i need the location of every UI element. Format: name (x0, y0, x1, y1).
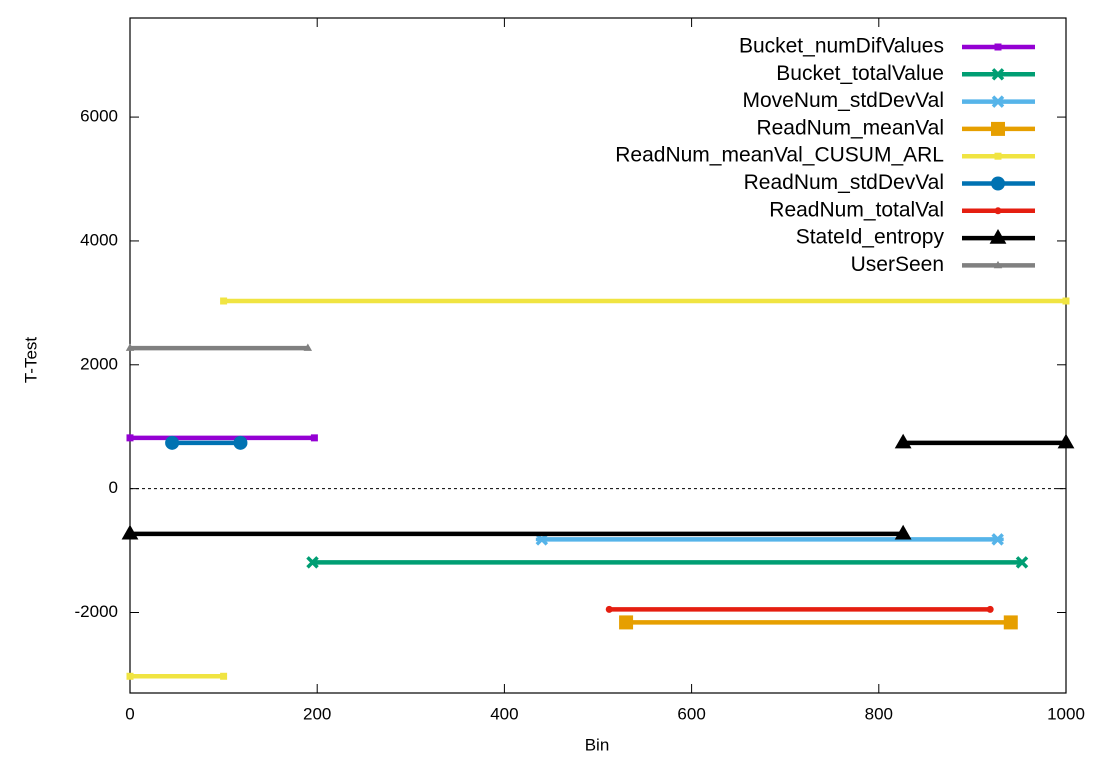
marker (1057, 433, 1075, 449)
marker (310, 434, 318, 442)
marker (991, 95, 1005, 108)
marker (619, 615, 634, 630)
legend-label: Bucket_totalValue (776, 62, 944, 85)
marker (126, 672, 134, 680)
legend: Bucket_numDifValues Bucket_totalValue Move… (615, 35, 1035, 276)
x-tick-label: 0 (125, 704, 134, 723)
marker (303, 343, 313, 351)
legend-label: ReadNum_totalVal (769, 198, 944, 221)
marker (994, 43, 1002, 51)
legend-label: UserSeen (851, 253, 944, 276)
plot-frame (129, 17, 1067, 694)
marker (994, 152, 1002, 160)
x-tick-label: 1000 (1047, 704, 1085, 723)
y-tick-label: -2000 (75, 602, 118, 621)
marker (165, 435, 180, 450)
x-tick-label: 600 (677, 704, 705, 723)
legend-label: ReadNum_stdDevVal (744, 171, 944, 194)
marker (991, 121, 1005, 136)
marker (233, 435, 248, 450)
marker (1062, 297, 1070, 305)
legend-label: StateId_entropy (796, 226, 945, 249)
marker (991, 176, 1005, 191)
marker (986, 605, 994, 613)
marker (1015, 556, 1029, 569)
marker (220, 672, 228, 680)
x-axis-label: Bin (585, 735, 610, 754)
y-tick-label: 2000 (80, 354, 118, 373)
series-line (130, 298, 1066, 679)
legend-label: ReadNum_meanVal_CUSUM_ARL (615, 144, 944, 167)
marker (1003, 615, 1018, 630)
x-tick-label: 200 (303, 704, 331, 723)
marker (994, 207, 1002, 215)
x-tick-label: 400 (490, 704, 518, 723)
legend-label: Bucket_numDifValues (739, 35, 944, 58)
y-tick-label: 4000 (80, 230, 118, 249)
marker (220, 297, 228, 305)
x-tick-label: 800 (865, 704, 893, 723)
marker (126, 434, 134, 442)
y-tick-label: 0 (109, 478, 118, 497)
y-axis-label: T-Test (21, 337, 40, 384)
series-line (130, 440, 1066, 537)
marker (605, 605, 613, 613)
marker (993, 260, 1003, 269)
legend-label: MoveNum_stdDevVal (742, 89, 944, 112)
marker (306, 556, 319, 569)
marker (991, 533, 1004, 546)
marker (894, 433, 912, 449)
marker (121, 524, 139, 540)
marker (989, 229, 1007, 244)
marker (894, 524, 912, 540)
marker (125, 343, 135, 351)
legend-label: ReadNum_meanVal (756, 116, 944, 139)
marker (991, 68, 1005, 81)
y-tick-label: 6000 (80, 107, 118, 126)
